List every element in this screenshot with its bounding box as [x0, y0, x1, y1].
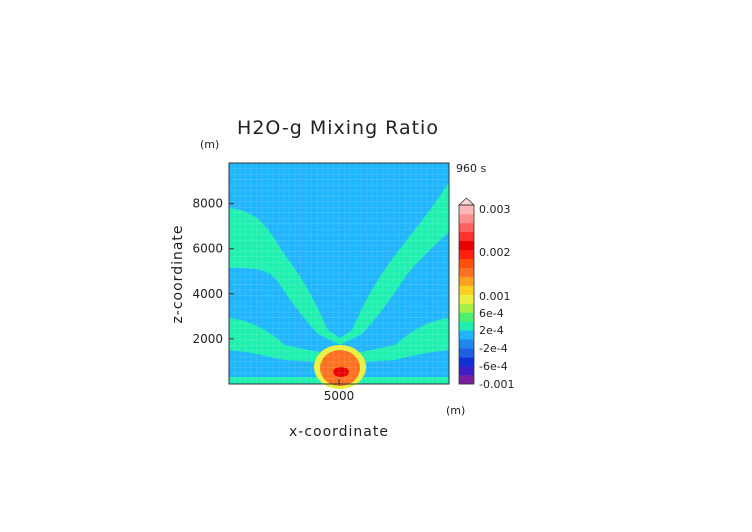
colorbar-swatch [459, 267, 474, 277]
colorbar-label: 0.003 [479, 203, 511, 216]
grid-lines [229, 163, 449, 384]
lower-plume-band [229, 318, 449, 362]
x-unit-label: (m) [446, 404, 465, 417]
colorbar: 0.003 0.002 0.001 6e-4 2e-4 -2e-4 -6e-4 -0.001 [457, 197, 514, 391]
time-label: 960 s [456, 162, 486, 175]
colorbar-swatch [459, 339, 474, 349]
colorbar-swatch [459, 294, 474, 304]
y-unit-label: (m) [200, 138, 219, 151]
colorbar-frame [458, 204, 475, 385]
colorbar-swatch [459, 285, 474, 295]
colorbar-swatch [459, 249, 474, 259]
y-axis: 2000 4000 6000 8000 [192, 197, 234, 346]
colorbar-swatch [459, 366, 474, 376]
colorbar-swatch [459, 312, 474, 322]
colorbar-swatch [459, 321, 474, 331]
plume-band [229, 182, 449, 345]
colorbar-label: -0.001 [479, 378, 514, 391]
colorbar-label: 6e-4 [479, 307, 504, 320]
colorbar-label: -2e-4 [479, 342, 508, 355]
colorbar-overflow-arrow [457, 197, 476, 206]
colorbar-label: -6e-4 [479, 360, 508, 373]
colorbar-swatch [459, 213, 474, 224]
plot-area [228, 162, 450, 389]
colorbar-swatch [459, 348, 474, 358]
colorbar-swatch [459, 330, 474, 340]
colorbar-swatch [459, 231, 474, 242]
chart-title: H2O-g Mixing Ratio [237, 117, 439, 139]
y-axis-label: z-coordinate [170, 224, 186, 323]
colorbar-swatch [459, 357, 474, 367]
x-axis: 5000 [324, 379, 355, 403]
x-axis-label: x-coordinate [289, 424, 389, 440]
colorbar-swatch [459, 258, 474, 268]
colorbar-swatch [459, 375, 474, 385]
colorbar-swatch [459, 303, 474, 313]
x-tick-label: 5000 [324, 389, 355, 403]
y-tick-label: 2000 [192, 332, 223, 346]
y-tick-label: 6000 [192, 242, 223, 256]
colorbar-label: 0.001 [479, 290, 511, 303]
colorbar-swatch [459, 240, 474, 251]
y-tick-label: 4000 [192, 287, 223, 301]
colorbar-swatch [459, 276, 474, 286]
core-red [333, 367, 349, 377]
colorbar-label: 0.002 [479, 246, 511, 259]
colorbar-label: 2e-4 [479, 324, 504, 337]
y-tick-label: 8000 [192, 197, 223, 211]
colorbar-swatch [459, 222, 474, 233]
colorbar-swatch [459, 205, 474, 215]
